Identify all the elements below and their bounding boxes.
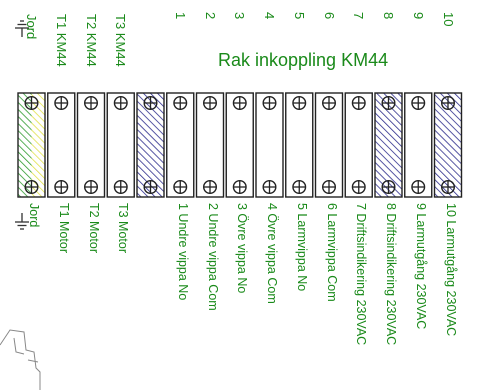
bottom-label: T1 Motor: [56, 203, 71, 254]
top-label: Jord: [24, 14, 39, 40]
terminal-block: [136, 92, 165, 198]
screw-icon: [322, 95, 337, 110]
terminal-block: [225, 92, 254, 198]
terminal-block: [106, 92, 135, 198]
terminal-block: [255, 92, 284, 198]
top-label: 8: [381, 12, 396, 20]
top-label: T3 KM44: [113, 14, 129, 67]
terminal-block: [285, 92, 314, 198]
ground-icon: [15, 20, 29, 37]
bottom-label: 4 Övre vippa Com: [265, 203, 279, 304]
terminal-block: [17, 92, 46, 198]
terminal-block: [314, 92, 344, 198]
partial-drawing-fragment: [0, 329, 41, 390]
bottom-label: T2 Motor: [86, 203, 101, 254]
terminal-block: [195, 92, 225, 198]
screw-icon: [292, 95, 307, 110]
bottom-label: 10 Larmutgång 230VAC: [443, 203, 458, 337]
terminal-block: [76, 92, 106, 198]
screw-icon: [441, 179, 456, 194]
screw-icon: [351, 179, 366, 194]
ground-icon: [15, 213, 29, 230]
bottom-label: 3 Övre vippa No: [235, 203, 250, 294]
screw-icon: [83, 95, 98, 110]
screw-icon: [441, 95, 456, 110]
top-label: 5: [291, 12, 307, 20]
screw-icon: [232, 179, 247, 194]
screw-icon: [381, 179, 396, 194]
bottom-label: Jord: [27, 203, 41, 228]
top-label: 7: [351, 12, 367, 20]
screw-icon: [24, 95, 39, 110]
screw-icon: [113, 179, 128, 194]
bottom-label: 2 Undre vippa Com: [205, 203, 220, 311]
terminal-block: [374, 92, 403, 198]
top-label: T2 KM44: [83, 14, 99, 67]
screw-icon: [292, 179, 307, 194]
screw-icon: [143, 179, 158, 194]
top-label: 1: [172, 12, 188, 20]
screw-icon: [24, 179, 39, 194]
screw-icon: [262, 179, 277, 194]
screw-icon: [54, 179, 69, 194]
top-label: 9: [410, 12, 426, 20]
terminal-block: [344, 92, 373, 198]
screw-icon: [143, 95, 158, 110]
screw-icon: [232, 95, 247, 110]
screw-icon: [351, 95, 366, 110]
terminal-block: [404, 92, 433, 198]
bottom-label: 6 Larmvippa Com: [324, 203, 339, 302]
bottom-label: 7 Driftsindikering 230VAC: [354, 203, 369, 346]
bottom-label: 8 Driftsindikering 230VAC: [384, 203, 398, 346]
screw-icon: [411, 179, 426, 194]
screw-icon: [262, 95, 277, 110]
top-label: T1 KM44: [53, 14, 69, 67]
screw-icon: [113, 95, 128, 110]
diagram-title: Rak inkoppling KM44: [218, 50, 389, 70]
bottom-label: 1 Undre vippa No: [175, 203, 190, 301]
top-label: 2: [202, 12, 218, 20]
screw-icon: [173, 179, 188, 194]
screw-icon: [173, 95, 188, 110]
screw-icon: [54, 95, 69, 110]
top-label: 4: [262, 12, 277, 20]
screw-icon: [381, 95, 396, 110]
top-label: 10: [440, 12, 456, 27]
screw-icon: [322, 179, 337, 194]
top-label: 3: [232, 12, 248, 20]
terminal-block: [47, 92, 76, 198]
screw-icon: [411, 95, 426, 110]
top-label: 6: [321, 12, 337, 20]
terminal-block: [433, 92, 463, 198]
bottom-label: T3 Motor: [116, 203, 131, 254]
screw-icon: [202, 179, 217, 194]
screw-icon: [202, 95, 217, 110]
bottom-label: 9 Larmutgång 230VAC: [413, 203, 428, 330]
terminal-block: [166, 92, 195, 198]
bottom-label: 5 Larmvippa No: [294, 203, 309, 292]
screw-icon: [83, 179, 98, 194]
